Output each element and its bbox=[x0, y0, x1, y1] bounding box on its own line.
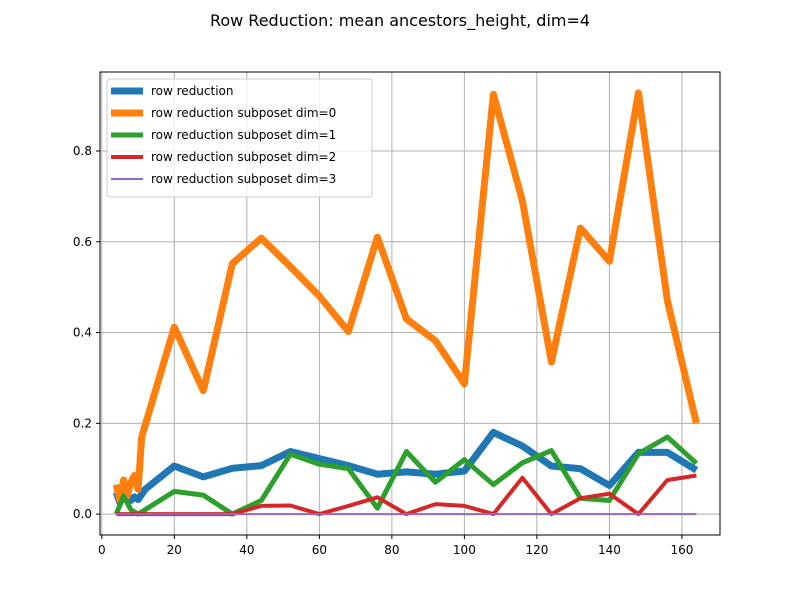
x-tick-label: 60 bbox=[312, 543, 327, 557]
plot-frame bbox=[99, 71, 721, 536]
legend-label-0: row reduction bbox=[151, 84, 234, 98]
series-line-3 bbox=[116, 473, 697, 517]
y-tick-label: 0.2 bbox=[73, 416, 92, 430]
y-tick-label: 0.4 bbox=[73, 326, 92, 340]
x-tick-label: 120 bbox=[525, 543, 548, 557]
x-tick-label: 0 bbox=[98, 543, 106, 557]
x-tick-label: 20 bbox=[167, 543, 182, 557]
legend: row reduction row reduction subposet dim=… bbox=[106, 78, 373, 198]
legend-label-2: row reduction subposet dim=1 bbox=[151, 128, 336, 142]
legend-label-3: row reduction subposet dim=2 bbox=[151, 150, 336, 164]
legend-box bbox=[106, 78, 373, 198]
x-axis: 0 20 40 60 80 100 120 140 160 bbox=[98, 535, 693, 557]
chart-title: Row Reduction: mean ancestors_height, di… bbox=[210, 11, 590, 31]
y-tick-label: 0.8 bbox=[73, 144, 92, 158]
legend-label-4: row reduction subposet dim=3 bbox=[151, 172, 336, 186]
axes bbox=[99, 71, 721, 536]
y-tick-label: 0.0 bbox=[73, 507, 92, 521]
grid bbox=[100, 72, 720, 535]
y-axis: 0.0 0.2 0.4 0.6 0.8 bbox=[73, 144, 100, 521]
x-tick-label: 100 bbox=[453, 543, 476, 557]
x-tick-label: 140 bbox=[598, 543, 621, 557]
x-tick-label: 40 bbox=[239, 543, 254, 557]
series-line-0 bbox=[112, 428, 699, 507]
y-tick-label: 0.6 bbox=[73, 235, 92, 249]
series-line-1 bbox=[112, 89, 700, 504]
legend-label-1: row reduction subposet dim=0 bbox=[151, 106, 336, 120]
x-tick-label: 80 bbox=[384, 543, 399, 557]
x-tick-label: 160 bbox=[670, 543, 693, 557]
series-group bbox=[112, 89, 700, 517]
